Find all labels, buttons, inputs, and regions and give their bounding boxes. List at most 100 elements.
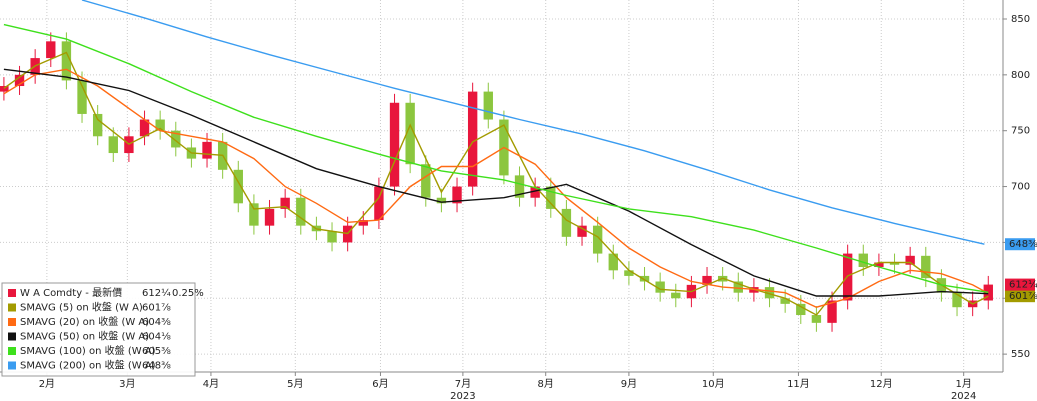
candle-body [296,197,306,226]
candle-body [92,113,103,137]
moving-average-line [3,51,989,316]
y-tick-label: 800 [1011,70,1030,81]
candle-body [561,208,572,237]
candle-body [702,275,712,285]
candle-body [655,281,665,293]
legend-label: W A Comdty - 最新價 [20,286,122,299]
candle-body [921,255,931,279]
x-tick-label: 9月 [621,378,637,390]
candle-body [905,255,915,265]
candle-body [983,284,993,301]
candle-body [952,292,962,308]
x-tick-label: 6月 [372,378,388,390]
candle-body [264,208,275,226]
x-tick-label: 12月 [870,378,893,390]
candle-body [577,225,587,237]
candle-body [61,41,72,81]
legend-swatch [8,318,16,326]
candle-body [374,186,384,221]
candle-body [389,102,400,187]
x-tick-label: 5月 [287,378,303,390]
candle-body [671,292,681,299]
legend-swatch [8,361,16,370]
candle-body [889,262,900,265]
legend-label: SMAVG (100) on 收盤 (W A) [20,344,156,357]
candle-body [358,220,368,226]
legend-value: 612¼ [142,287,171,299]
price-tag-label: 612¼ [1009,279,1037,291]
legend-value: 648⅜ [142,361,171,372]
price-tag-label: 648⅜ [1009,239,1037,250]
candle-body [546,186,556,209]
candle-body [764,287,775,299]
x-tick-label: 3月 [119,378,135,390]
legend-swatch [8,303,16,312]
candle-body [733,281,743,293]
legend-label: SMAVG (5) on 收盤 (W A) [20,301,143,314]
legend-label: SMAVG (20) on 收盤 (W A) [20,315,149,328]
candle-body [780,298,790,304]
x-tick-label: 10月 [702,378,725,390]
candle-body [624,270,634,276]
candle-body [592,225,603,254]
candle-body [608,253,618,271]
candle-body [327,231,337,243]
year-label: 2024 [951,391,976,401]
candle-body [467,91,478,187]
legend-swatch [8,347,16,355]
legend-value: 604⅛ [142,332,171,343]
candle-body [436,197,447,204]
candle-body [77,80,87,114]
legend-label: SMAVG (50) on 收盤 (W A) [20,330,149,343]
x-tick-label: 4月 [203,378,219,390]
price-tag-label: 601⅞ [1009,291,1037,302]
moving-average-line [3,23,989,293]
y-tick-label: 550 [1011,349,1030,360]
candle-body [405,102,415,165]
candle-body [452,186,462,204]
moving-average-line [3,68,989,297]
legend-box [1,282,196,377]
candle-body [514,175,525,198]
candle-body [421,164,431,198]
candle-body [530,186,540,198]
x-tick-label: 8月 [538,378,554,390]
legend-change: 0.25% [172,288,204,299]
legend-value: 601⅞ [142,303,171,314]
legend-swatch [8,289,16,297]
year-label: 2023 [450,391,475,401]
moving-average-line [81,0,985,245]
candle-body [483,91,493,120]
candle-body [249,203,259,226]
legend-label: SMAVG (200) on 收盤 (W A) [20,359,156,372]
legend: W A Comdty - 最新價 612¼ 0.25% SMAVG (5) on 收盤… [1,282,204,377]
legend-swatch [8,332,16,341]
candle-body [233,169,243,204]
legend-value: 604⅜ [142,317,171,328]
candle-body [139,119,150,137]
candle-body [46,41,56,59]
y-tick-label: 750 [1011,126,1030,137]
candle-body [280,197,290,209]
x-tick-label: 2月 [39,378,55,390]
candle-body [858,253,868,267]
candle-body [171,130,181,148]
x-tick-label: 1月 [955,378,971,390]
price-tag [1005,238,1035,251]
candle-body [202,141,212,159]
x-tick-label: 11月 [787,378,810,390]
candle-body [14,74,25,87]
y-tick-label: 850 [1011,14,1030,25]
price-tag [1005,290,1035,303]
x-tick-label: 7月 [455,378,471,390]
price-tag [1005,278,1035,291]
candle-body [874,262,884,267]
moving-average-line [3,68,989,308]
candle-body [796,303,806,316]
candle-body [827,300,837,323]
legend-value: 605⅜ [142,346,171,357]
y-tick-label: 700 [1011,182,1030,193]
candle-body [155,119,165,131]
candle-body [108,136,118,154]
